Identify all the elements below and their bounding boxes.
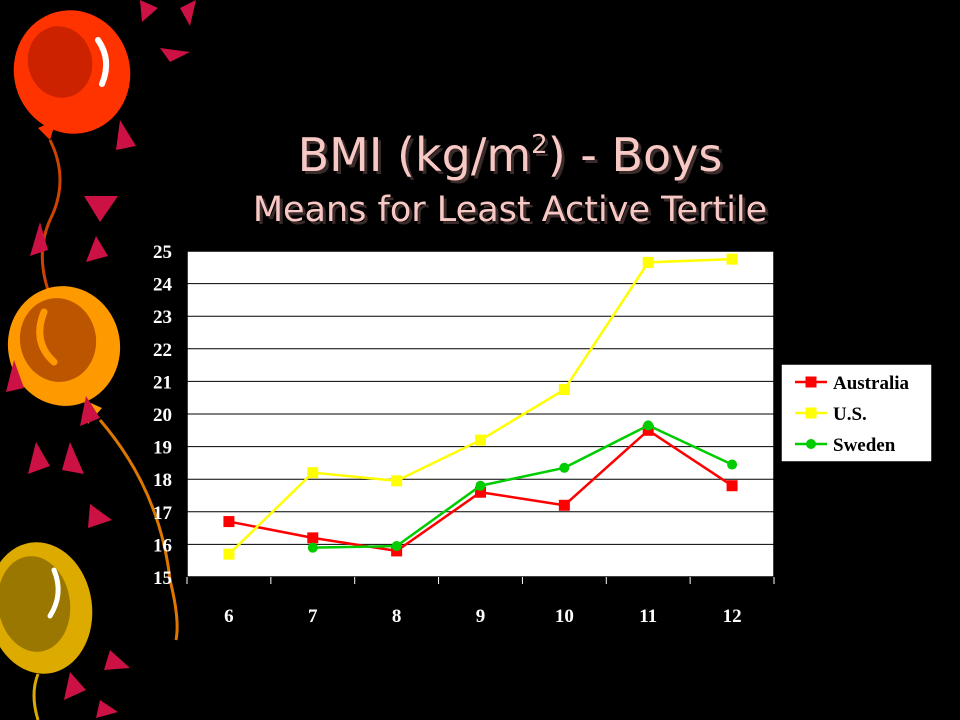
legend-marker (805, 376, 817, 388)
title-superscript: 2 (531, 130, 548, 160)
y-tick-label: 24 (153, 275, 173, 296)
legend: Australia U.S. Sweden (780, 363, 933, 463)
y-tick-label: 20 (153, 405, 172, 426)
legend-label: Australia (833, 373, 910, 394)
data-point (726, 253, 738, 265)
data-point (726, 480, 738, 492)
x-tick-label: 12 (723, 606, 742, 627)
data-point (475, 480, 486, 491)
y-tick-label: 22 (153, 340, 172, 361)
data-point (391, 541, 402, 552)
data-point (558, 499, 570, 511)
legend-entry: Australia (795, 373, 910, 394)
x-tick-label: 11 (639, 606, 657, 627)
y-tick-label: 17 (153, 503, 173, 524)
y-tick-label: 15 (153, 568, 172, 589)
legend-label: Sweden (833, 435, 896, 456)
y-tick-label: 19 (153, 438, 172, 459)
y-tick-label: 18 (153, 470, 172, 491)
x-tick-label: 10 (555, 606, 574, 627)
data-point (307, 467, 319, 479)
legend-marker (806, 439, 816, 449)
slide-title: BMI (kg/m2) - Boys (297, 128, 723, 182)
data-point (391, 475, 403, 487)
series-line (312, 424, 733, 549)
x-tick-label: 7 (308, 606, 318, 627)
legend-label: U.S. (833, 404, 867, 425)
data-point (643, 420, 654, 431)
confetti-icon (6, 0, 196, 718)
red-balloon-icon (13, 10, 131, 311)
data-point (727, 459, 738, 470)
data-point (475, 434, 486, 446)
data-point (558, 384, 570, 396)
x-tick-label: 8 (392, 606, 402, 627)
series-us (223, 253, 738, 560)
y-tick-label: 23 (153, 307, 172, 328)
data-point (307, 532, 319, 544)
series-layer (223, 253, 738, 560)
gridlines (187, 283, 774, 545)
slide-subtitle: Means for Least Active Tertile (252, 190, 768, 230)
data-point (559, 462, 570, 473)
data-point (642, 256, 654, 268)
legend-marker (805, 407, 817, 419)
series-sweden (307, 420, 738, 553)
legend-entry: U.S. (795, 404, 867, 425)
x-tick-label: 9 (476, 606, 486, 627)
x-tick-label: 6 (224, 606, 234, 627)
yellow-balloon-icon (0, 542, 93, 720)
legend-entry: Sweden (795, 435, 896, 456)
data-point (223, 516, 235, 528)
data-point (307, 542, 318, 553)
y-tick-label: 16 (153, 535, 172, 556)
y-tick-label: 21 (153, 372, 172, 393)
axes: 15 16 17 18 19 20 21 22 23 24 25 6 7 8 9 10 11 12 (153, 242, 775, 627)
data-point (475, 486, 486, 498)
y-tick-label: 25 (153, 242, 172, 263)
data-point (223, 548, 235, 560)
